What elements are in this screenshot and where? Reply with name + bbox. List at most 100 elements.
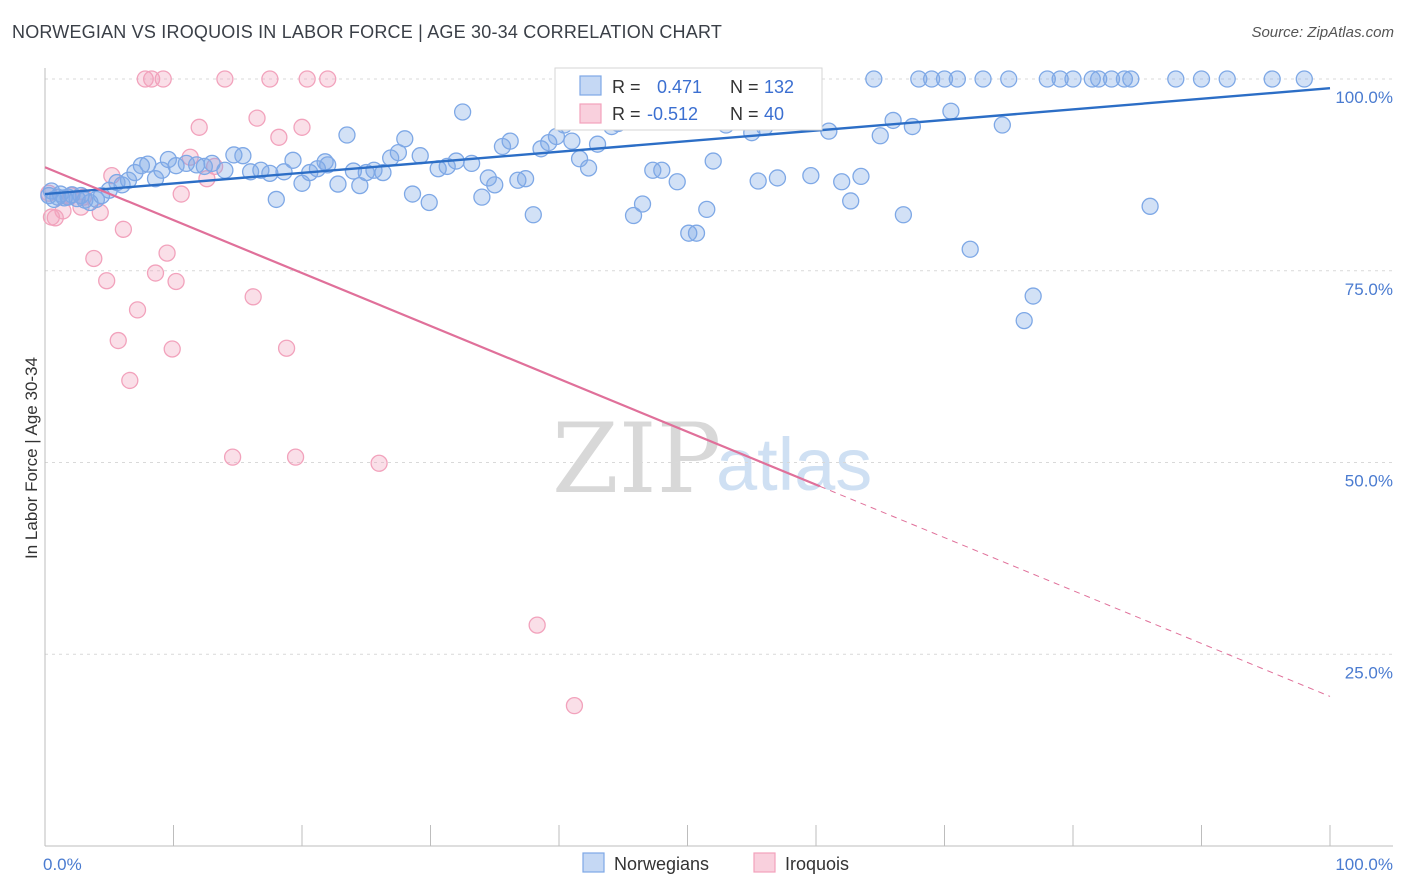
norwegian-point (961, 240, 979, 258)
norwegian-point (653, 161, 671, 179)
trend-lines (44, 87, 1331, 697)
norwegian-point (267, 190, 285, 209)
iroquois-point (98, 272, 116, 290)
norwegian-point (284, 151, 302, 169)
stats-legend: R = 0.471 N = 132 R = -0.512 N = 40 (554, 67, 823, 131)
iroquois-point (293, 118, 311, 136)
iroquois-trend-line (44, 166, 821, 488)
norwegian-point (473, 188, 491, 206)
norwegian-point (453, 103, 472, 121)
norwegian-point (842, 192, 860, 210)
norwegian-point (563, 132, 581, 150)
norwegian-point (524, 206, 542, 224)
norwegian-point (252, 161, 270, 179)
iroquois-point (370, 454, 388, 472)
norwegian-point (668, 173, 686, 191)
source-label: Source: ZipAtlas.com (1251, 24, 1394, 41)
tick-labels: 25.0% 50.0% 75.0% 100.0% 0.0% 100.0% (43, 88, 1393, 874)
iroquois-point (216, 70, 234, 88)
bottom-legend-iroquois: Iroquois (785, 854, 849, 874)
iroquois-point (136, 70, 154, 88)
iroquois-point (163, 340, 181, 358)
iroquois-n-label: N = (730, 104, 759, 124)
norwegian-point (374, 163, 392, 182)
norwegian-point (479, 169, 497, 187)
legend-swatch-norwegians (579, 75, 602, 96)
iroquois-point (114, 220, 133, 238)
norwegian-point (698, 200, 716, 219)
norwegian-n-value: 132 (764, 77, 794, 97)
norwegian-point (871, 127, 889, 145)
norwegian-point (420, 193, 438, 212)
norwegian-point (1015, 311, 1033, 330)
norwegian-point (579, 159, 598, 177)
norwegian-point (1102, 70, 1121, 88)
x-tick-label-max: 100.0% (1335, 855, 1393, 874)
norwegian-point (396, 130, 414, 148)
norwegian-r-value: 0.471 (657, 77, 702, 97)
norwegian-point (403, 185, 422, 203)
norwegian-point (1024, 287, 1042, 305)
norwegian-point (501, 132, 519, 150)
norwegian-point (216, 161, 234, 179)
norwegian-point (329, 175, 347, 193)
y-axis-label: In Labor Force | Age 30-34 (22, 357, 41, 559)
norwegian-point (1064, 70, 1082, 88)
norwegian-point (1122, 70, 1140, 88)
norwegian-point (234, 147, 252, 165)
norwegian-point (935, 70, 954, 88)
axes (44, 68, 1393, 847)
norwegian-point (1141, 197, 1159, 215)
iroquois-point (128, 301, 147, 319)
norwegian-point (1218, 70, 1236, 88)
iroquois-r-label: R = (612, 104, 641, 124)
norwegian-point (1167, 70, 1185, 88)
norwegian-point (1115, 70, 1134, 88)
legend-swatch-iroquois (579, 103, 602, 124)
y-tick-label-75: 75.0% (1345, 280, 1393, 299)
norwegian-point (768, 169, 787, 187)
norwegian-point (974, 70, 992, 88)
norwegian-point (948, 70, 966, 88)
norwegian-n-label: N = (730, 77, 759, 97)
iroquois-point (154, 70, 172, 88)
iroquois-point (146, 264, 165, 282)
norwegian-point (644, 161, 662, 179)
norwegian-point (1083, 70, 1101, 88)
norwegian-point (1051, 70, 1069, 88)
iroquois-point (223, 448, 242, 466)
iroquois-n-value: 40 (764, 104, 784, 124)
bottom-legend-norwegians: Norwegians (614, 854, 709, 874)
norwegian-point (687, 224, 706, 242)
iroquois-r-value: -0.512 (647, 104, 698, 124)
norwegian-point (704, 152, 722, 170)
iroquois-point (298, 70, 316, 88)
norwegian-point (833, 173, 851, 191)
norwegian-point (338, 126, 356, 144)
norwegian-point (261, 164, 279, 182)
norwegian-point (167, 157, 185, 175)
y-tick-label-100: 100.0% (1335, 88, 1393, 107)
iroquois-point (167, 272, 185, 291)
iroquois-point (277, 339, 296, 357)
norwegian-point (225, 146, 243, 164)
chart-title: NORWEGIAN VS IROQUOIS IN LABOR FORCE | A… (12, 22, 723, 42)
norwegian-point (820, 122, 838, 140)
norwegian-r-label: R = (612, 77, 641, 97)
iroquois-point (248, 109, 266, 127)
iroquois-trend-extension (819, 485, 1331, 697)
iroquois-point (244, 288, 262, 306)
iroquois-point (528, 616, 546, 634)
iroquois-point (319, 70, 337, 88)
norwegian-point (1295, 70, 1313, 88)
bottom-legend: Norwegians Iroquois (582, 852, 849, 874)
norwegian-point (344, 162, 363, 180)
norwegian-point (411, 147, 429, 165)
norwegian-point (139, 155, 157, 173)
norwegian-point (633, 195, 652, 213)
iroquois-point (190, 118, 208, 136)
iroquois-point (565, 696, 584, 715)
iroquois-point (261, 70, 279, 88)
watermark-zip: ZIP (552, 403, 721, 515)
